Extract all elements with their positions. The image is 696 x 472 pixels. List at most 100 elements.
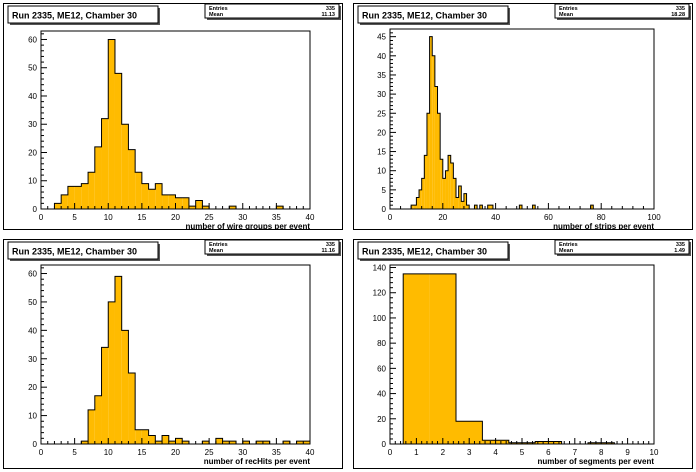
bars-group bbox=[54, 39, 284, 209]
histogram-bar bbox=[108, 301, 115, 444]
x-tick-label: 8 bbox=[599, 448, 604, 457]
histogram-bar bbox=[276, 206, 284, 209]
y-tick-label: 35 bbox=[377, 71, 386, 80]
bars-group bbox=[403, 273, 615, 444]
histogram-bar bbox=[168, 441, 176, 444]
histogram-bar bbox=[411, 205, 414, 209]
y-tick-label: 20 bbox=[28, 148, 37, 157]
histogram-bar bbox=[434, 86, 438, 209]
histogram-bar bbox=[448, 155, 451, 209]
histogram-bar bbox=[94, 395, 102, 444]
histogram-bar bbox=[121, 124, 129, 209]
histogram-bar bbox=[403, 273, 430, 444]
histogram-bar bbox=[94, 146, 102, 209]
histogram-bar bbox=[135, 429, 142, 444]
histogram-bar bbox=[283, 441, 290, 444]
histogram-bar bbox=[74, 186, 82, 209]
y-tick-label: 25 bbox=[377, 109, 386, 118]
y-tick-label: 60 bbox=[28, 35, 37, 44]
stats-label: Entries bbox=[209, 6, 228, 12]
histogram-bar bbox=[61, 194, 68, 209]
histogram-bar bbox=[456, 421, 483, 444]
stats-value: 335 bbox=[676, 242, 685, 248]
histogram-bar bbox=[81, 183, 89, 209]
y-tick-label: 0 bbox=[33, 205, 38, 214]
histogram-bar bbox=[141, 429, 149, 444]
x-tick-label: 30 bbox=[238, 448, 247, 457]
histogram-bar bbox=[461, 201, 464, 209]
histogram-bar bbox=[479, 205, 483, 209]
y-tick-label: 50 bbox=[28, 64, 37, 73]
y-tick-label: 10 bbox=[377, 167, 386, 176]
x-tick-label: 35 bbox=[272, 213, 281, 222]
stats-label: Entries bbox=[209, 242, 228, 248]
x-tick-label: 0 bbox=[388, 213, 393, 222]
histogram-bar bbox=[532, 205, 536, 209]
histogram-svg-2: 0 20 40 60 80 100 0 5 10 15 20 25 30 35 40 45 number of … bbox=[353, 3, 693, 230]
histogram-bar bbox=[88, 172, 95, 209]
histogram-bar bbox=[182, 197, 189, 209]
histogram-bar bbox=[490, 205, 493, 209]
x-axis-label: number of segments per event bbox=[538, 457, 655, 466]
histogram-svg-3: 0 5 10 15 20 25 30 35 40 0 10 20 30 40 50 60 number of r… bbox=[3, 239, 343, 469]
x-tick-label: 20 bbox=[171, 213, 180, 222]
pad-frame bbox=[353, 3, 693, 230]
histogram-pad-2: 0 20 40 60 80 100 0 5 10 15 20 25 30 35 40 45 number of … bbox=[353, 3, 693, 230]
x-tick-label: 60 bbox=[544, 213, 553, 222]
histogram-bar bbox=[242, 441, 250, 444]
histogram-bar bbox=[114, 276, 122, 444]
x-tick-label: 10 bbox=[104, 448, 113, 457]
stats-value: 335 bbox=[326, 6, 335, 12]
stats-label: Mean bbox=[559, 12, 574, 18]
y-tick-label: 30 bbox=[377, 90, 386, 99]
y-tick-label: 80 bbox=[377, 339, 386, 348]
histogram-bar bbox=[175, 438, 183, 444]
y-tick-label: 10 bbox=[28, 177, 37, 186]
x-tick-label: 9 bbox=[625, 448, 630, 457]
stats-value: 11.13 bbox=[322, 12, 335, 18]
histogram-bar bbox=[168, 194, 176, 209]
title-box bbox=[7, 241, 159, 260]
histogram-bar bbox=[419, 189, 422, 209]
histogram-bar bbox=[175, 197, 183, 209]
histogram-bar bbox=[421, 178, 425, 209]
bars-group bbox=[81, 276, 310, 444]
x-axis: 0 20 40 60 80 100 bbox=[388, 203, 661, 222]
x-tick-label: 6 bbox=[546, 448, 551, 457]
histogram-bar bbox=[135, 172, 142, 209]
stats-value: 335 bbox=[326, 242, 335, 248]
y-tick-label: 20 bbox=[377, 415, 386, 424]
histogram-bar bbox=[416, 197, 420, 209]
histogram-bar bbox=[453, 178, 456, 209]
histogram-bar bbox=[162, 194, 169, 209]
histogram-bar bbox=[229, 441, 237, 444]
stats-value: 18.28 bbox=[671, 12, 685, 18]
histogram-bar bbox=[445, 170, 449, 209]
histogram-bar bbox=[487, 205, 491, 209]
histogram-bar bbox=[148, 189, 156, 209]
x-tick-label: 20 bbox=[171, 448, 180, 457]
y-tick-label: 10 bbox=[28, 412, 37, 421]
histogram-bar bbox=[426, 113, 430, 209]
y-tick-label: 0 bbox=[382, 440, 387, 449]
y-tick-label: 50 bbox=[28, 298, 37, 307]
x-tick-label: 10 bbox=[650, 448, 659, 457]
x-tick-label: 15 bbox=[137, 213, 146, 222]
y-tick-label: 30 bbox=[28, 355, 37, 364]
x-tick-label: 1 bbox=[414, 448, 419, 457]
stats-box bbox=[554, 3, 690, 19]
y-tick-label: 20 bbox=[377, 128, 386, 137]
histogram-bar bbox=[67, 186, 75, 209]
y-axis: 0 5 10 15 20 25 30 35 40 45 bbox=[377, 28, 396, 214]
y-tick-label: 15 bbox=[377, 148, 386, 157]
bars-group bbox=[411, 36, 594, 210]
histogram-bar bbox=[442, 178, 446, 209]
x-axis-label: number of wire groups per event bbox=[186, 222, 311, 230]
y-tick-label: 0 bbox=[382, 205, 387, 214]
x-tick-label: 40 bbox=[306, 448, 315, 457]
histogram-bar bbox=[222, 441, 230, 444]
chart-title: Run 2335, ME12, Chamber 30 bbox=[12, 247, 137, 257]
histogram-bar bbox=[128, 372, 136, 444]
histogram-bar bbox=[256, 441, 263, 444]
y-tick-label: 60 bbox=[28, 270, 37, 279]
